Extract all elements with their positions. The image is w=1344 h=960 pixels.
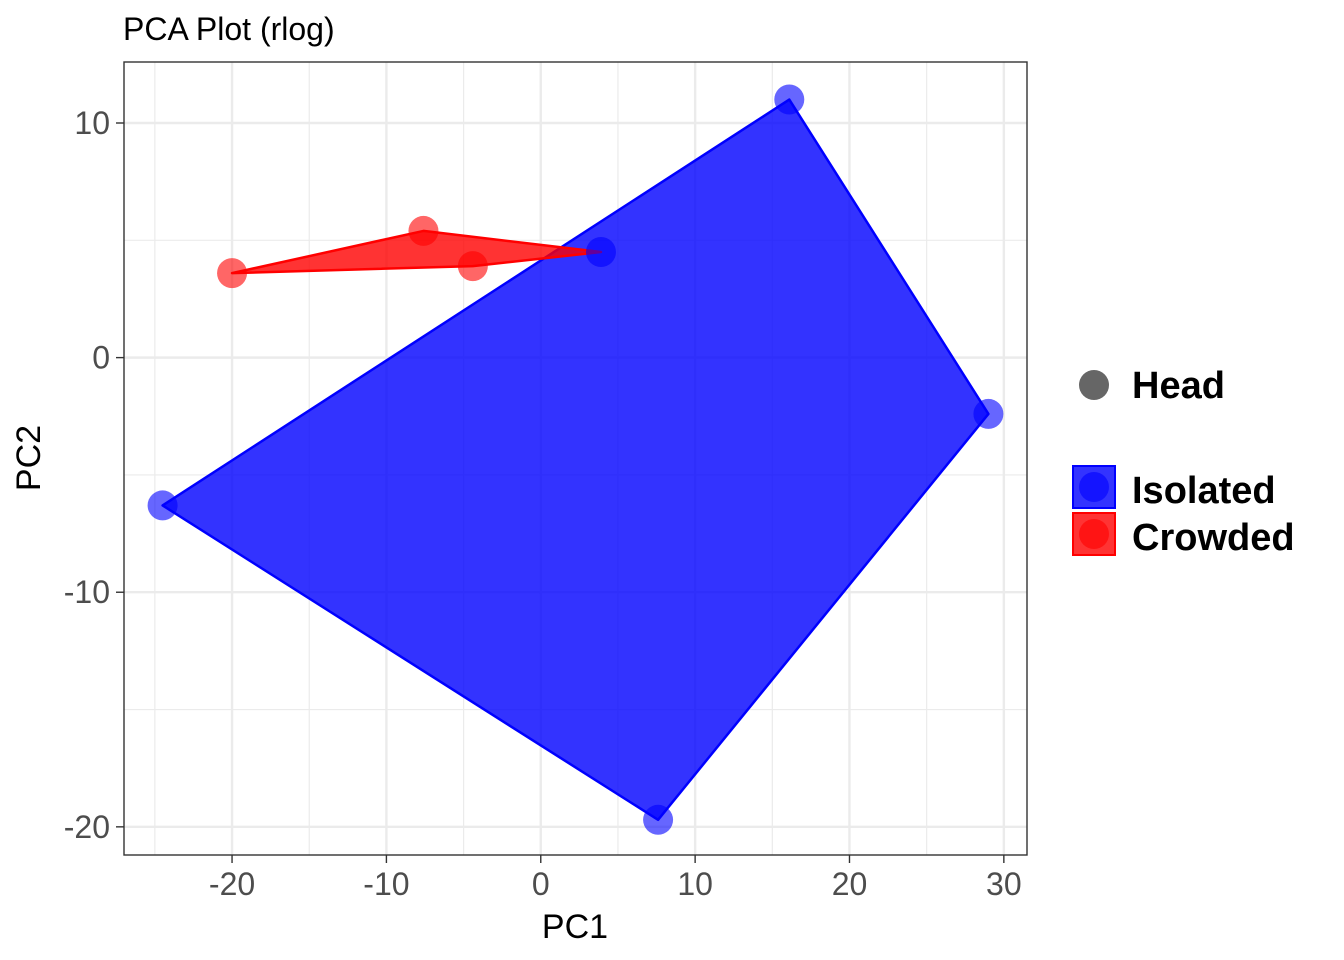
point-isolated [585,237,616,268]
data-points [147,84,1004,835]
y-axis: -20 -10 0 10 [64,105,124,845]
legend-label-head: Head [1132,365,1225,407]
x-tick-label: -20 [209,866,255,902]
y-axis-title: PC2 [10,425,48,491]
legend-dot-isolated [1079,472,1109,502]
legend-shape-head-dot [1079,370,1109,400]
y-tick-label: -10 [64,574,110,610]
plot-panel-border [123,61,1028,856]
x-tick-label: 30 [986,866,1022,902]
point-isolated [774,84,805,115]
chart-title: PCA Plot (rlog) [123,11,335,47]
point-isolated [643,804,674,835]
x-tick-label: 10 [677,866,713,902]
point-crowded [457,251,488,282]
x-tick-label: 0 [532,866,550,902]
point-isolated [973,398,1004,429]
x-tick-label: 20 [832,866,868,902]
x-tick-label: -10 [363,866,409,902]
legend-label-isolated: Isolated [1132,470,1276,512]
x-axis-title: PC1 [542,908,608,946]
y-tick-label: 10 [74,105,110,141]
point-crowded [217,258,248,289]
y-tick-label: 0 [92,340,110,376]
legend: Head Isolated Crowded [1072,365,1295,559]
point-crowded [408,215,439,246]
legend-dot-crowded [1079,519,1109,549]
x-axis: -20 -10 0 10 20 30 [209,855,1022,902]
y-tick-label: -20 [64,809,110,845]
point-isolated [147,490,178,521]
legend-label-crowded: Crowded [1132,517,1295,559]
